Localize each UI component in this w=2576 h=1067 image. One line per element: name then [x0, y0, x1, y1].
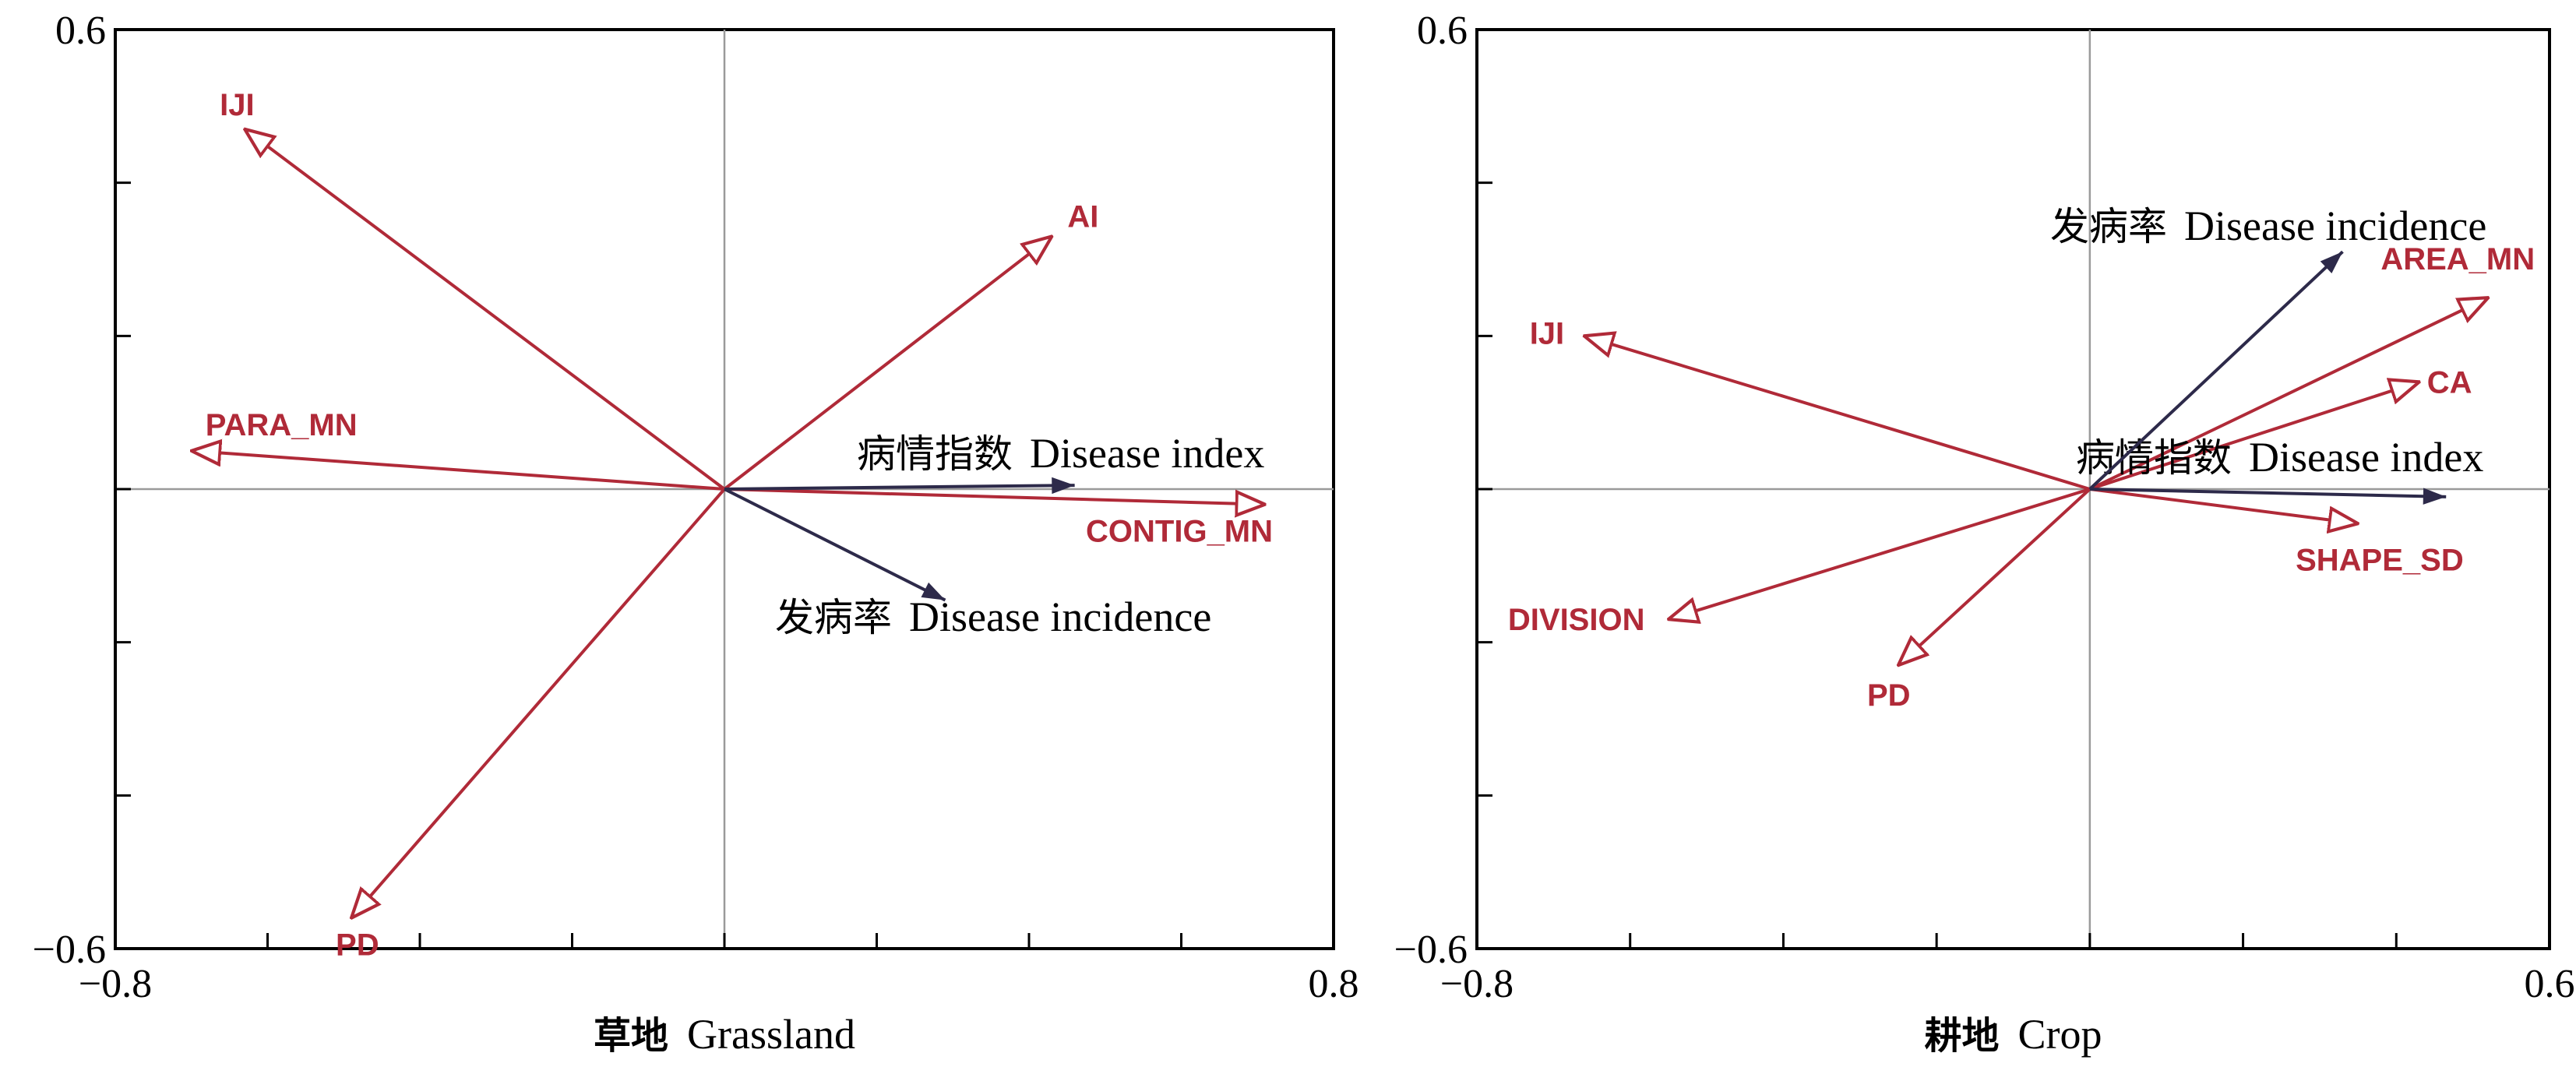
y-tick-label-max: 0.6	[55, 9, 106, 53]
response-vector-disease-incidence	[2088, 250, 2344, 491]
x-tick-label-max: 0.6	[2525, 962, 2575, 1006]
x-tick-label-max: 0.8	[1309, 962, 1359, 1006]
env-vector-area-mn	[2088, 298, 2488, 491]
response-vector-disease-index	[2089, 488, 2447, 505]
env-label-para-mn: PARA_MN	[206, 408, 358, 442]
env-label-pd: PD	[336, 928, 379, 963]
env-vector-division	[1669, 488, 2091, 619]
response-label-en: Disease incidence	[2184, 202, 2486, 249]
response-label-disease-index: 病情指数 Disease index	[2076, 434, 2483, 481]
x-axis-title-en: Grassland	[687, 1011, 855, 1058]
x-axis-title: 草地 Grassland	[594, 1011, 855, 1058]
env-vector-contig-mn	[724, 488, 1265, 505]
x-axis-title-cn: 草地	[594, 1014, 668, 1058]
env-vector-para-mn	[192, 451, 725, 491]
response-label-disease-incidence: 发病率 Disease incidence	[775, 593, 1211, 640]
y-tick-label-max: 0.6	[1417, 9, 1468, 53]
x-axis-title: 耕地 Crop	[1924, 1011, 2102, 1058]
env-label-iji: IJI	[1530, 316, 1564, 350]
env-label-contig-mn: CONTIG_MN	[1086, 515, 1273, 549]
env-vector-ai	[723, 237, 1052, 491]
env-label-iji: IJI	[220, 88, 254, 122]
x-tick-label-min: −0.8	[79, 962, 152, 1006]
env-label-division: DIVISION	[1508, 603, 1645, 637]
response-label-cn: 发病率	[2050, 204, 2167, 249]
env-label-pd: PD	[1867, 678, 1911, 713]
response-label-cn: 发病率	[775, 595, 892, 640]
response-label-cn: 病情指数	[857, 431, 1013, 477]
env-vector-shape-sd	[2089, 488, 2358, 523]
env-vector-pd	[1898, 488, 2091, 665]
x-tick-label-min: −0.8	[1440, 962, 1514, 1006]
env-vector-ca	[2089, 382, 2419, 491]
crop-panel: −0.8 0.6 0.6 −0.6 耕地 Crop IJI AREA_MN CA SHAPE_SD…	[1394, 9, 2575, 1058]
x-axis-title-cn: 耕地	[1924, 1014, 1999, 1058]
response-label-en: Disease incidence	[909, 593, 1211, 640]
x-axis-title-en: Crop	[2018, 1011, 2102, 1058]
response-vector-disease-incidence	[724, 488, 946, 602]
y-tick-label-min: −0.6	[1394, 928, 1468, 972]
response-label-en: Disease index	[1030, 430, 1264, 477]
response-label-en: Disease index	[2249, 434, 2483, 481]
env-vector-pd	[351, 488, 726, 918]
env-label-shape-sd: SHAPE_SD	[2296, 543, 2464, 577]
env-label-ca: CA	[2427, 365, 2472, 400]
response-label-disease-index: 病情指数 Disease index	[857, 430, 1264, 477]
y-tick-label-min: −0.6	[33, 928, 106, 972]
env-vector-iji	[245, 129, 726, 491]
response-label-disease-incidence: 发病率 Disease incidence	[2050, 202, 2486, 249]
env-vector-iji	[1584, 336, 2091, 491]
env-label-area-mn: AREA_MN	[2380, 242, 2535, 276]
env-label-ai: AI	[1067, 200, 1098, 234]
grassland-panel: −0.8 0.8 0.6 −0.6 草地 Grassland IJI AI PARA_MN CON…	[33, 9, 1359, 1058]
response-vector-disease-index	[724, 477, 1075, 495]
response-label-cn: 病情指数	[2076, 435, 2232, 481]
